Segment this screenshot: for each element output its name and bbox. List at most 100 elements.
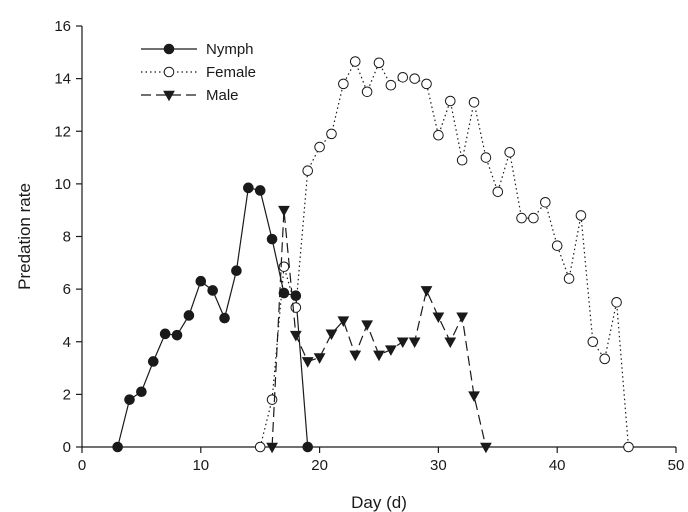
female-data-point xyxy=(254,441,266,453)
male-data-point xyxy=(361,320,373,331)
male-data-point xyxy=(420,286,433,297)
female-data-point xyxy=(302,165,314,177)
female-data-point xyxy=(599,353,611,365)
male-data-point xyxy=(396,337,409,349)
axes: 0 10 20 30 40 50 0 2 4 6 8 10 12 14 16 Day (d) Predat… xyxy=(15,18,684,512)
male-data-point xyxy=(349,350,362,362)
male-data-point xyxy=(468,391,480,402)
nymph-data-point xyxy=(266,233,278,245)
female-data-point xyxy=(551,240,563,252)
series-layer xyxy=(112,56,634,454)
nymph-data-point xyxy=(112,441,123,453)
male-data-point xyxy=(385,345,397,356)
y-tick-label: 14 xyxy=(54,71,71,88)
y-tick-label: 2 xyxy=(63,386,71,403)
female-data-point xyxy=(373,57,385,69)
x-tick-label: 20 xyxy=(311,457,328,474)
nymph-data-point xyxy=(302,441,314,453)
male-data-point xyxy=(444,337,457,349)
male-data-point xyxy=(301,357,314,368)
y-tick-label: 16 xyxy=(54,18,71,35)
female-data-point xyxy=(433,129,444,141)
y-axis-ticks: 0 2 4 6 8 10 12 14 16 xyxy=(54,18,82,456)
male-data-point xyxy=(480,442,492,454)
female-data-point xyxy=(563,273,575,284)
male-data-point xyxy=(456,312,469,324)
series-female xyxy=(254,56,634,453)
female-data-point xyxy=(528,212,539,224)
male-data-point xyxy=(266,442,278,454)
x-tick-label: 30 xyxy=(430,457,447,474)
nymph-data-point xyxy=(231,265,242,277)
legend-label-nymph: Nymph xyxy=(206,41,254,58)
female-data-point xyxy=(516,212,527,224)
female-data-point xyxy=(540,196,551,208)
male-data-point xyxy=(337,316,350,327)
male-data-point xyxy=(313,353,326,364)
nymph-data-point xyxy=(171,329,183,341)
female-data-point xyxy=(492,186,504,198)
female-data-point xyxy=(480,152,492,163)
female-data-point xyxy=(444,95,456,107)
legend-marker-male xyxy=(163,90,175,102)
female-data-point xyxy=(575,210,587,221)
series-nymph xyxy=(112,182,314,453)
nymph-data-point xyxy=(147,356,159,367)
male-data-point xyxy=(325,329,338,341)
female-series-line xyxy=(259,60,630,448)
female-data-point xyxy=(421,78,432,90)
female-data-point xyxy=(266,394,278,405)
female-data-point xyxy=(338,78,349,90)
legend-item-nymph: Nymph xyxy=(141,41,254,58)
male-data-point xyxy=(432,312,445,324)
y-axis-title: Predation rate xyxy=(15,183,34,290)
female-data-point xyxy=(504,147,515,158)
legend-marker-female xyxy=(163,66,175,78)
nymph-data-point xyxy=(290,290,302,302)
male-data-point xyxy=(408,337,421,349)
male-data-point xyxy=(278,205,290,217)
nymph-data-point xyxy=(195,275,207,287)
female-data-point xyxy=(587,336,599,348)
female-data-point xyxy=(456,154,468,166)
nymph-data-point xyxy=(254,185,266,196)
male-data-point xyxy=(373,350,385,362)
nymph-data-point xyxy=(278,287,290,299)
x-tick-label: 40 xyxy=(549,457,566,474)
x-axis-title: Day (d) xyxy=(351,493,407,512)
series-male xyxy=(266,205,492,454)
legend-label-male: Male xyxy=(206,87,239,104)
nymph-data-point xyxy=(159,328,171,340)
nymph-data-point xyxy=(243,182,254,194)
nymph-data-point xyxy=(207,285,218,296)
nymph-data-point xyxy=(136,386,147,398)
y-tick-label: 6 xyxy=(63,281,71,298)
x-tick-label: 0 xyxy=(78,457,86,474)
legend-item-female: Female xyxy=(141,64,256,81)
x-axis-ticks: 0 10 20 30 40 50 xyxy=(78,447,685,474)
y-tick-label: 8 xyxy=(63,229,71,246)
legend-marker-nymph xyxy=(163,43,175,55)
x-tick-label: 10 xyxy=(192,457,209,474)
female-data-point xyxy=(349,56,361,67)
female-data-point xyxy=(623,441,634,453)
female-data-point xyxy=(314,141,325,153)
legend-label-female: Female xyxy=(206,64,256,81)
female-data-point xyxy=(397,72,409,83)
y-tick-label: 12 xyxy=(54,123,71,140)
y-tick-label: 10 xyxy=(54,176,71,193)
y-tick-label: 0 xyxy=(63,439,71,456)
y-tick-label: 4 xyxy=(63,334,71,351)
legend: Nymph Female Male xyxy=(141,41,256,104)
female-data-point xyxy=(409,73,420,84)
female-data-point xyxy=(326,128,337,140)
nymph-data-point xyxy=(183,310,195,321)
nymph-data-point xyxy=(124,394,135,405)
x-tick-label: 50 xyxy=(668,457,685,474)
legend-item-male: Male xyxy=(141,87,239,104)
male-series-line xyxy=(271,210,487,448)
male-data-point xyxy=(289,330,302,342)
nymph-data-point xyxy=(219,312,230,324)
female-data-point xyxy=(385,79,397,91)
